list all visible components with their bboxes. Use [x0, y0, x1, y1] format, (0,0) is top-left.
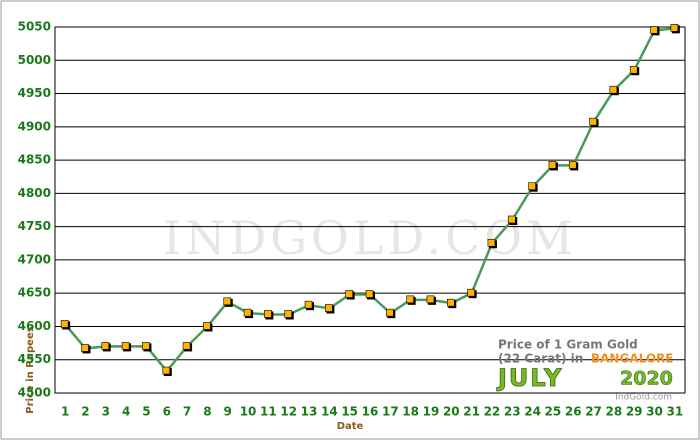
x-tick-label: 20	[443, 405, 460, 419]
x-tick-label: 14	[321, 405, 338, 419]
marker	[487, 238, 496, 247]
marker	[589, 117, 597, 126]
x-tick-label: 8	[203, 405, 211, 419]
marker	[386, 308, 394, 317]
y-tick-label: 4700	[18, 252, 51, 266]
annotation: Price of 1 Gram Gold (22 Carat) in BANGA…	[496, 338, 674, 403]
marker	[670, 24, 679, 32]
marker	[528, 182, 536, 191]
watermark: IndGold.com	[163, 211, 577, 265]
y-tick-label: 4600	[18, 319, 51, 333]
grid	[55, 26, 685, 394]
annotation-line: Price of 1 Gram Gold	[498, 338, 638, 352]
marker	[629, 65, 638, 74]
x-tick-label: 30	[646, 405, 663, 419]
y-tick-label: 4750	[18, 219, 51, 233]
y-tick-label: 4900	[18, 119, 51, 133]
y-tick-label: 5000	[18, 53, 51, 67]
marker	[121, 342, 130, 350]
annotation-line: (22 Carat) in	[498, 352, 583, 366]
marker	[304, 300, 313, 309]
annotation-city: BANGALORE	[591, 352, 673, 366]
marker	[203, 322, 211, 330]
x-tick-label: 17	[382, 405, 399, 419]
marker	[325, 304, 333, 312]
x-tick-label: 16	[362, 405, 379, 419]
x-tick-label: 31	[666, 405, 683, 419]
marker	[182, 342, 191, 350]
marker	[426, 295, 435, 304]
x-tick-label: 27	[585, 405, 602, 419]
y-tick-label: 4950	[18, 86, 51, 100]
marker	[568, 161, 577, 169]
x-tick-label: 11	[260, 405, 277, 419]
x-tick-label: 7	[183, 405, 191, 419]
marker	[446, 298, 455, 307]
marker	[365, 290, 374, 298]
x-tick-label: 21	[463, 405, 480, 419]
x-tick-label: 25	[545, 405, 562, 419]
y-axis-label: Price in Rupees	[25, 326, 36, 413]
x-tick-label: 6	[163, 405, 171, 419]
marker	[142, 342, 150, 350]
x-tick-label: 23	[504, 405, 521, 419]
marker	[264, 310, 272, 318]
x-tick-label: 24	[524, 405, 541, 419]
x-tick-label: 28	[606, 405, 623, 419]
x-tick-label: 4	[122, 405, 130, 419]
marker	[650, 26, 658, 34]
y-tick-label: 4850	[18, 153, 51, 167]
x-tick-label: 19	[423, 405, 440, 419]
marker	[243, 308, 252, 317]
annotation-month: JULY	[496, 364, 563, 392]
marker	[467, 288, 475, 297]
y-tick-label: 4500	[18, 386, 51, 400]
x-tick-label: 26	[565, 405, 582, 419]
x-axis-label: Date	[337, 421, 364, 432]
y-tick-label: 4650	[18, 286, 51, 300]
marker	[609, 85, 618, 94]
marker	[345, 290, 353, 298]
annotation-year: 2020	[620, 368, 673, 390]
x-tick-label: 12	[280, 405, 297, 419]
annotation-site: IndGold.com	[615, 393, 672, 403]
marker	[101, 342, 110, 350]
x-tick-label: 9	[224, 405, 232, 419]
x-tick-label: 5	[142, 405, 150, 419]
marker	[223, 297, 232, 306]
marker	[548, 161, 557, 169]
x-tick-label: 10	[240, 405, 257, 419]
marker	[162, 366, 171, 375]
y-tick-label: 5050	[18, 20, 51, 34]
marker	[81, 344, 89, 352]
marker	[284, 310, 293, 318]
x-tick-label: 2	[81, 405, 89, 419]
marker	[507, 215, 516, 224]
x-tick-label: 22	[484, 405, 501, 419]
plot-border	[54, 26, 686, 394]
y-tick-label: 4550	[18, 352, 51, 366]
x-tick-label: 18	[402, 405, 419, 419]
marker	[406, 295, 414, 304]
marker	[60, 320, 69, 328]
x-tick-label: 3	[102, 405, 110, 419]
x-tick-label: 15	[341, 405, 358, 419]
x-tick-label: 29	[626, 405, 643, 419]
y-tick-label: 4800	[18, 186, 51, 200]
x-tick-label: 1	[61, 405, 69, 419]
x-tick-label: 13	[301, 405, 318, 419]
